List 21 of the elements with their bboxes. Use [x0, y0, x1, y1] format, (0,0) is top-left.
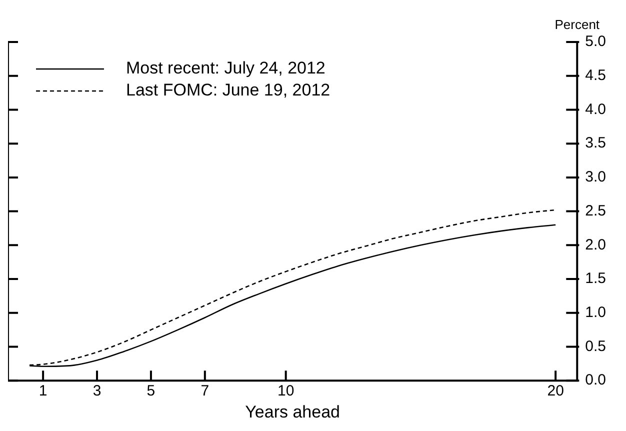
y-tick-label: 5.0: [585, 33, 606, 50]
y-tick-label: 4.0: [585, 100, 606, 118]
x-axis-title: Years ahead: [245, 402, 340, 422]
y-tick-label: 4.5: [585, 67, 606, 84]
y-tick-label: 1.5: [585, 270, 606, 288]
y-tick-label: 3.5: [585, 134, 606, 152]
y-tick-label: 0.0: [585, 372, 606, 389]
x-tick-label: 1: [38, 382, 48, 400]
legend-label: Most recent: July 24, 2012: [126, 58, 326, 78]
y-tick-label: 0.5: [585, 338, 606, 355]
x-tick-label: 3: [92, 382, 102, 400]
x-tick-label: 20: [547, 382, 564, 400]
x-tick-label: 10: [277, 382, 294, 400]
y-tick-label: 2.0: [585, 236, 606, 254]
y-axis-title: Percent: [554, 17, 600, 32]
y-tick-label: 2.5: [585, 202, 606, 220]
y-tick-label: 1.0: [585, 304, 606, 322]
x-tick-label: 7: [200, 382, 210, 400]
legend-label: Last FOMC: June 19, 2012: [126, 80, 330, 100]
y-tick-label: 3.0: [585, 168, 606, 186]
x-tick-label: 5: [146, 382, 156, 400]
